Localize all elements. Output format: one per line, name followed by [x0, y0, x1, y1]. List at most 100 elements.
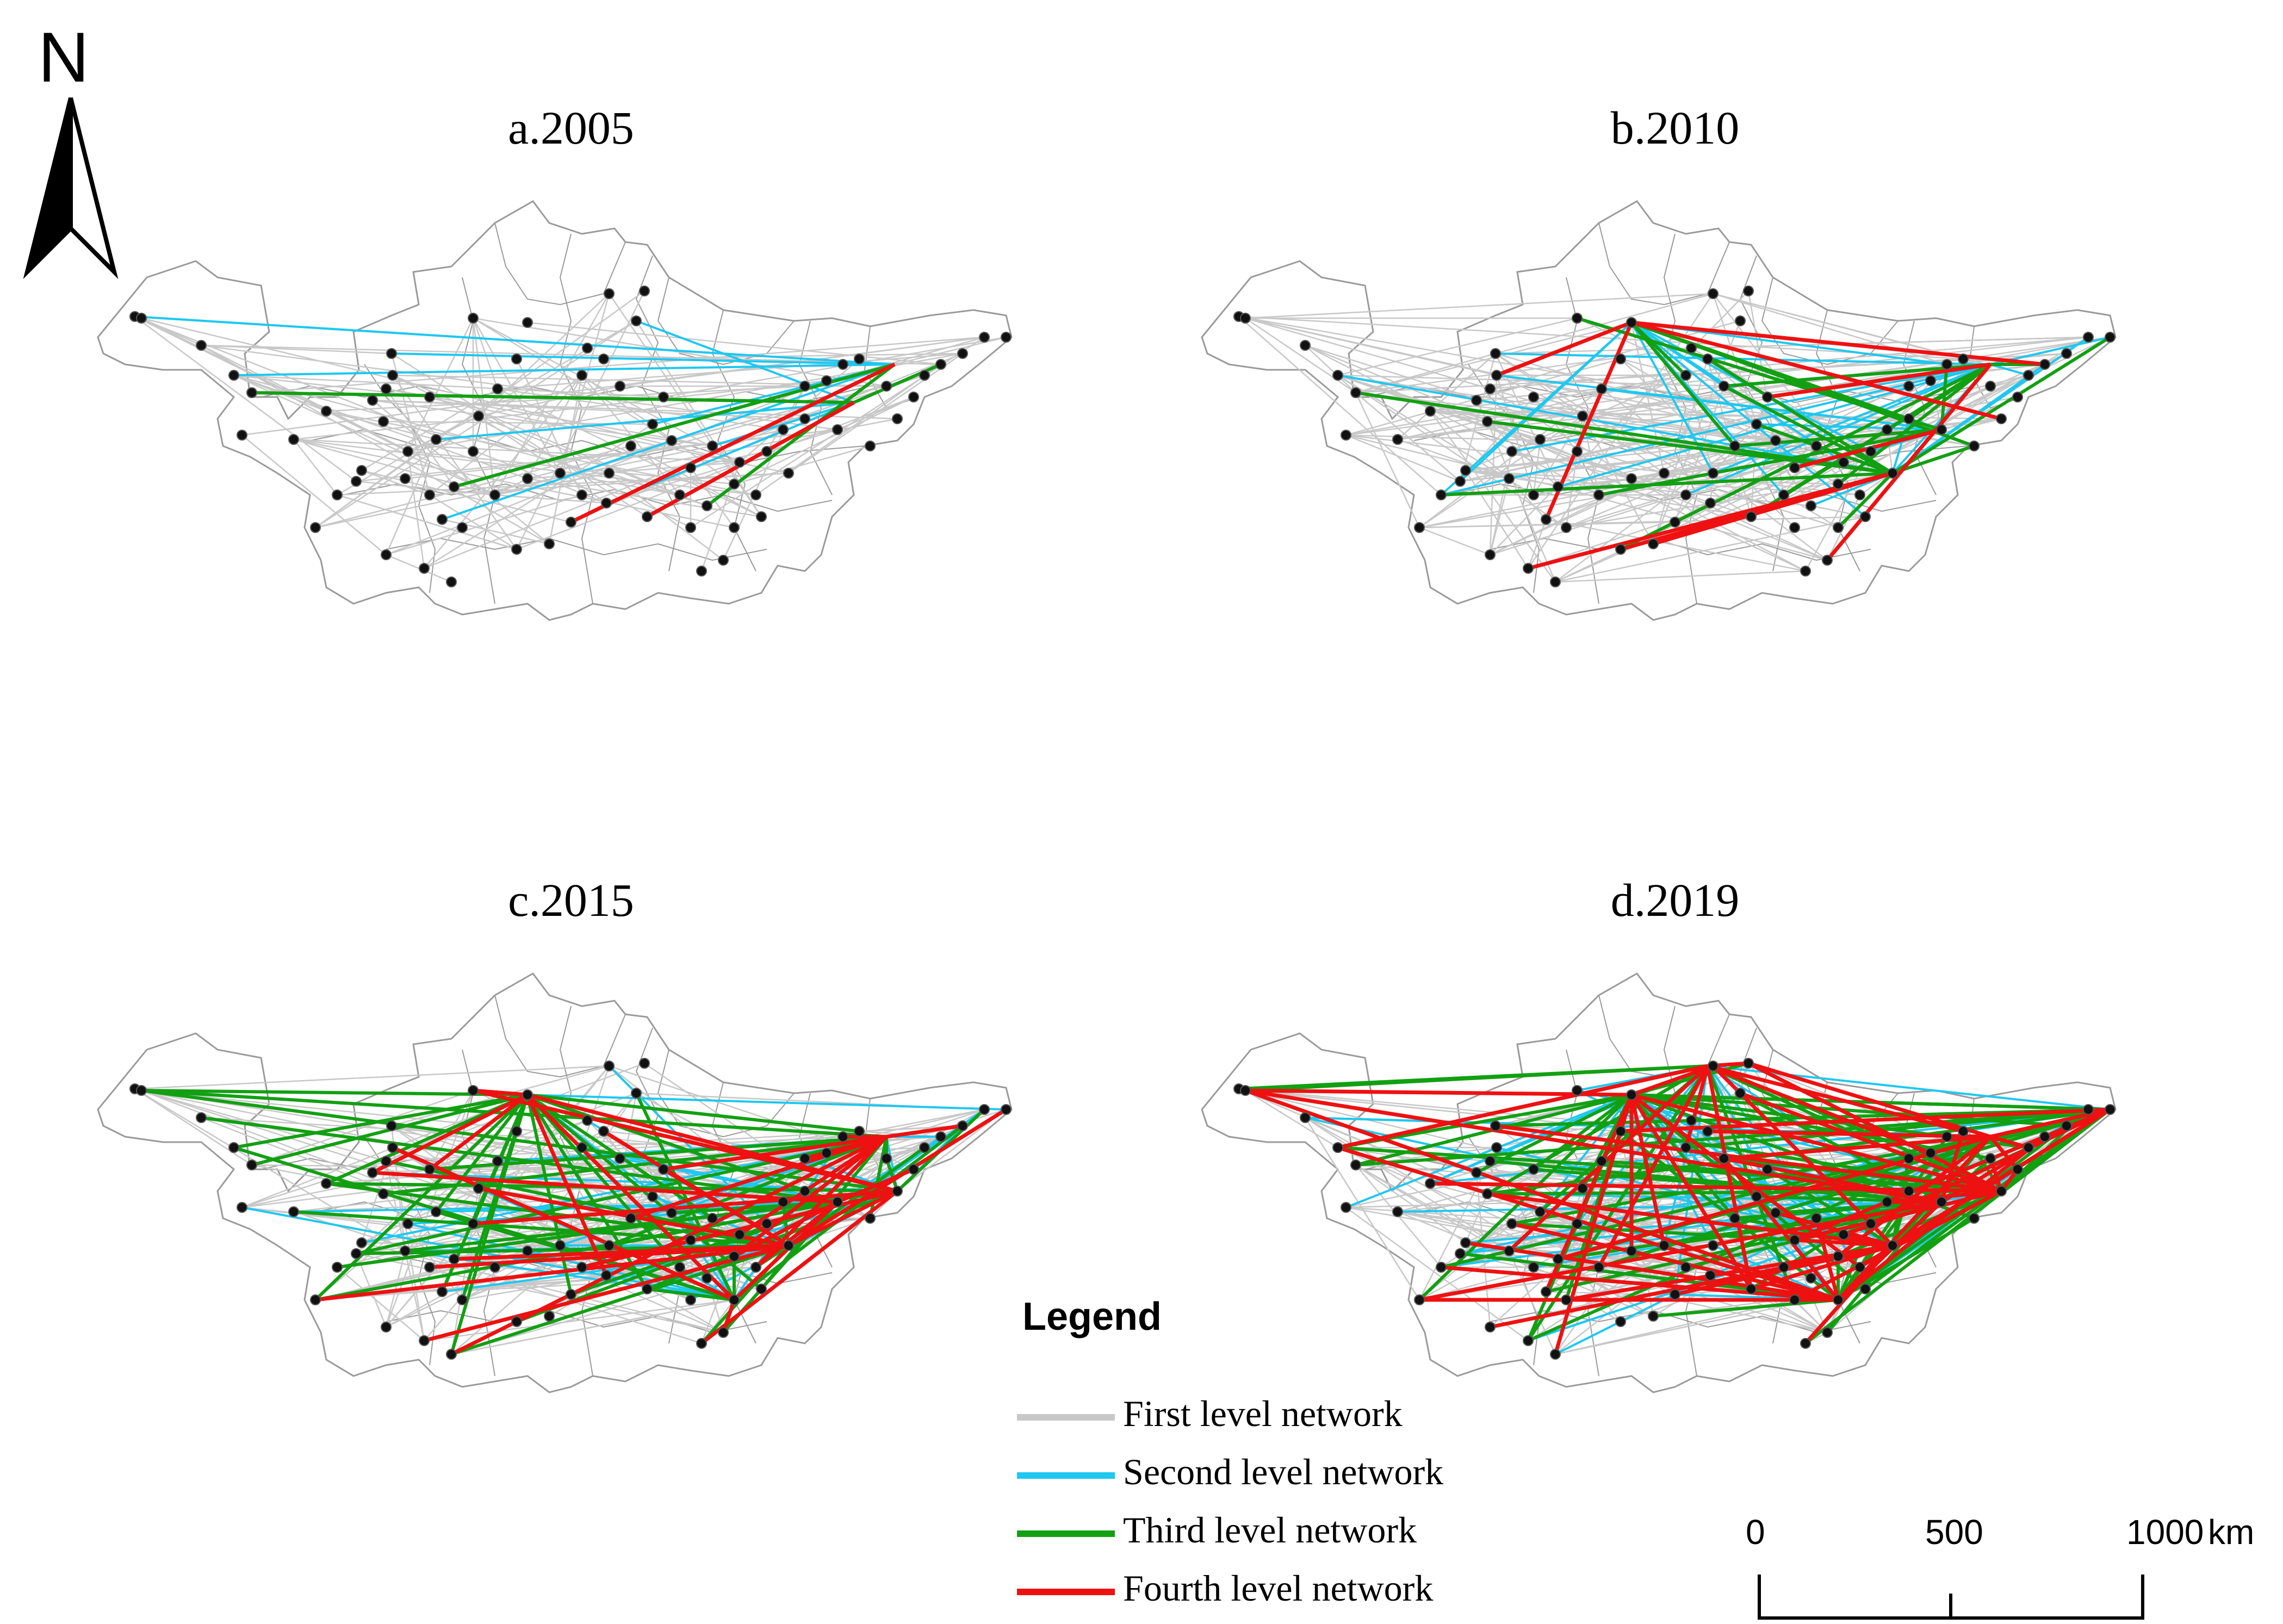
fourth-level-link — [1887, 1189, 2002, 1204]
panel-title: a.2005 — [508, 102, 634, 154]
city-node — [381, 383, 392, 394]
third-level-link — [733, 1124, 964, 1301]
network-map — [1201, 200, 2117, 621]
city-node — [332, 1262, 343, 1273]
city-node — [957, 1120, 968, 1131]
city-node — [576, 370, 587, 381]
legend-swatch — [1017, 1589, 1115, 1595]
city-node — [544, 538, 555, 549]
city-node — [437, 514, 448, 525]
first-level-link — [251, 1089, 474, 1166]
fourth-level-link — [526, 1093, 736, 1301]
first-level-link — [581, 1125, 963, 1149]
city-node — [1865, 446, 1876, 457]
fourth-level-link — [1722, 1157, 1840, 1301]
first-level-link — [134, 315, 357, 482]
city-node — [1746, 1284, 1757, 1294]
city-node — [419, 1335, 430, 1346]
city-node — [582, 1115, 593, 1126]
first-level-link — [1509, 478, 1547, 520]
city-node — [881, 381, 892, 392]
city-node — [381, 1322, 392, 1332]
city-node — [402, 1218, 413, 1229]
city-node — [1854, 1262, 1865, 1273]
city-node — [1593, 1262, 1604, 1273]
city-node — [431, 1206, 442, 1217]
fourth-level-link — [1705, 1065, 1753, 1290]
fourth-level-link — [1419, 1200, 1942, 1302]
third-level-link — [1487, 420, 1893, 475]
city-node — [468, 313, 479, 324]
city-node — [424, 1262, 435, 1273]
city-node — [136, 1085, 147, 1096]
first-level-link — [1713, 473, 1828, 561]
city-node — [419, 563, 430, 574]
first-level-link — [1304, 1117, 1420, 1300]
city-node — [1593, 489, 1604, 500]
fourth-level-link — [1707, 1064, 1964, 1133]
city-node — [2023, 1142, 2034, 1153]
second-level-link — [527, 1094, 1007, 1111]
city-node — [1903, 1153, 1914, 1164]
first-level-link — [1460, 1253, 1828, 1334]
city-node — [957, 348, 968, 359]
first-level-link — [1238, 315, 1964, 360]
first-level-link — [407, 450, 735, 485]
internal-boundary — [461, 1049, 496, 1377]
fourth-level-link — [1496, 320, 1633, 377]
first-level-link — [1490, 388, 1632, 480]
fourth-level-link — [1511, 1222, 1839, 1302]
fourth-level-link — [1337, 1064, 1708, 1150]
first-level-link — [527, 478, 762, 518]
first-level-link — [1557, 1188, 1584, 1260]
panel-title: d.2019 — [1610, 874, 1740, 926]
city-node — [2061, 348, 2072, 359]
fourth-level-link — [392, 1145, 735, 1302]
legend-label: First level network — [1123, 1393, 1403, 1434]
city-node — [881, 1153, 892, 1164]
city-node — [1680, 370, 1691, 381]
city-nodes — [1233, 286, 2116, 587]
first-level-link — [788, 352, 963, 474]
third-level-link — [1511, 1135, 1991, 1225]
city-node — [1240, 1085, 1251, 1096]
first-level-link — [1337, 374, 1724, 387]
third-level-link — [1653, 1298, 1839, 1318]
city-node — [566, 517, 576, 528]
city-node — [908, 1164, 919, 1175]
city-node — [1751, 1191, 1762, 1202]
city-node — [702, 1273, 712, 1284]
fourth-level-link — [1631, 320, 2045, 367]
city-node — [1523, 563, 1534, 574]
second-level-link — [1345, 1094, 1632, 1208]
city-node — [1789, 522, 1800, 533]
first-level-link — [1546, 518, 1806, 572]
city-node — [1572, 313, 1583, 324]
fourth-level-link — [733, 1135, 888, 1258]
first-level-link — [386, 1223, 474, 1328]
fourth-level-link — [1990, 1135, 2029, 1150]
city-node — [1811, 1213, 1822, 1224]
first-level-link — [424, 423, 653, 569]
city-node — [1822, 1327, 1833, 1338]
city-node — [1762, 392, 1773, 402]
city-node — [1936, 424, 1947, 435]
city-node — [837, 359, 848, 370]
third-level-link — [1630, 321, 1975, 448]
city-node — [1528, 392, 1539, 402]
legend: Legend First level network Second level … — [1017, 1294, 1506, 1621]
city-node — [196, 1112, 207, 1123]
city-node — [446, 577, 457, 587]
city-node — [647, 1191, 658, 1202]
first-level-link — [337, 494, 517, 550]
city-node — [707, 1213, 718, 1224]
city-node — [1541, 514, 1552, 525]
city-node — [935, 359, 946, 370]
city-node — [1572, 446, 1583, 457]
city-node — [601, 1270, 612, 1281]
city-node — [1882, 1197, 1893, 1207]
city-node — [1490, 348, 1501, 359]
first-level-link — [361, 1242, 724, 1334]
third-level-link — [1892, 444, 1975, 475]
first-level-link — [560, 472, 680, 496]
